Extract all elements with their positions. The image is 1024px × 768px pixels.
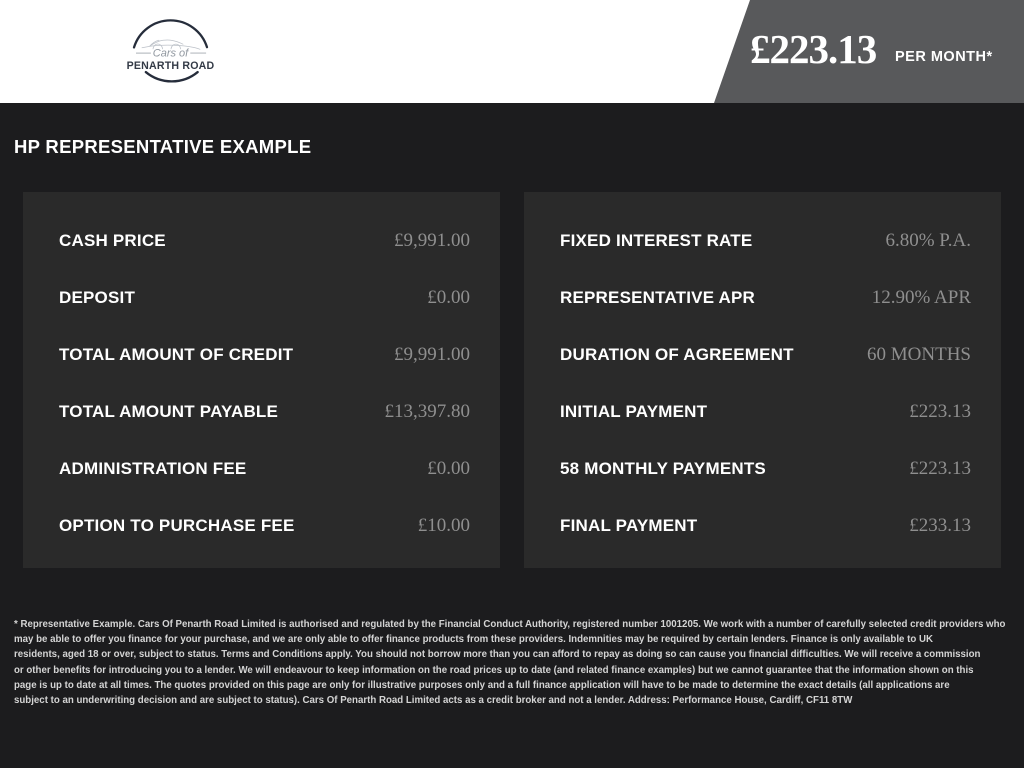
svg-text:PENARTH ROAD: PENARTH ROAD [127,60,215,72]
svg-text:Cars of: Cars of [153,47,189,59]
